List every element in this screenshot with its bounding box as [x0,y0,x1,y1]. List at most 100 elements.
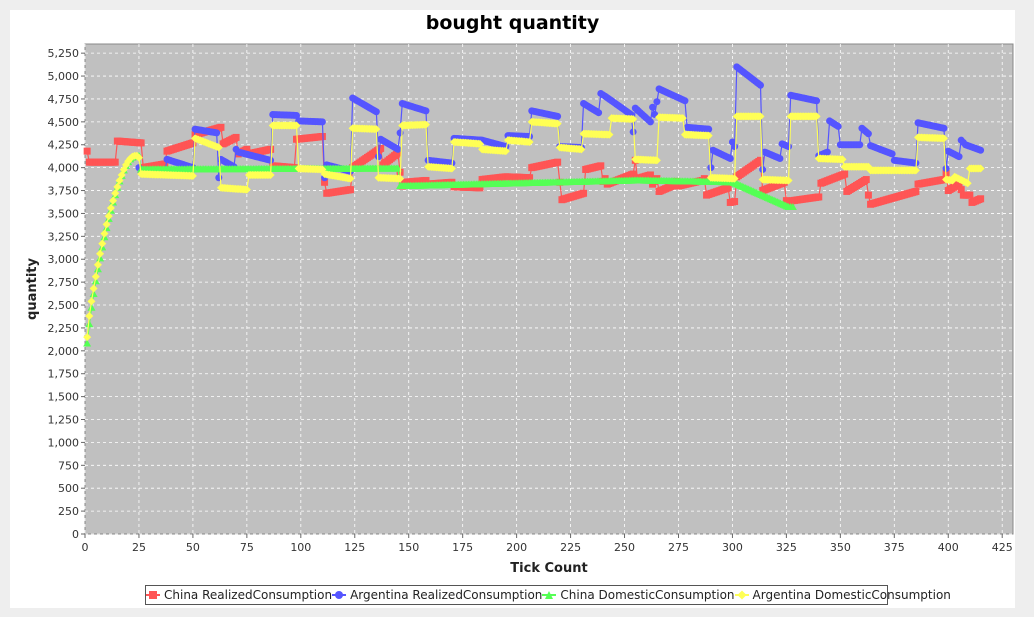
y-tick-label: 500 [58,482,79,495]
y-tick-label: 2,500 [48,299,80,312]
legend-item: Argentina DomesticConsumption [734,588,951,602]
series-point [372,108,380,116]
series-point [104,212,113,221]
series-point [856,141,864,149]
series-point [730,174,739,183]
series-point [784,176,793,185]
series-point [756,112,765,121]
legend-label: China DomesticConsumption [560,588,735,602]
y-tick-label: 2,000 [48,345,80,358]
series-point [91,277,100,285]
series-3 [83,112,985,342]
series-point [93,265,102,273]
y-tick-label: 750 [58,459,79,472]
series-point [421,120,430,129]
series-point [812,112,821,121]
series-point [756,81,764,89]
x-tick-label: 225 [560,541,581,554]
series-point [242,185,251,194]
series-point [977,146,985,154]
series-point [704,131,713,140]
y-tick-label: 4,750 [48,93,80,106]
series-point [96,249,105,258]
series-point [646,171,654,179]
y-tick-label: 3,000 [48,253,80,266]
series-point [963,179,972,188]
series-point [161,160,169,168]
series-point [396,174,405,183]
series-point [649,103,657,111]
series-point [501,147,510,156]
series-point [957,186,965,194]
y-tick-label: 3,250 [48,230,80,243]
series-point [724,184,732,192]
series-point [605,130,614,139]
series-point [976,164,985,173]
legend-label: Argentina DomesticConsumption [752,588,951,602]
series-point [977,195,985,203]
x-tick-label: 25 [132,541,146,554]
series-point [267,156,275,164]
series-point [189,139,197,147]
series-point [111,158,119,166]
series-point [955,180,963,188]
series-point [89,284,98,293]
series-point [83,339,92,347]
series-point [134,153,143,162]
series-point [911,166,920,175]
series-point [554,112,562,120]
x-tick-label: 425 [992,541,1013,554]
series-point [394,145,402,153]
y-tick-label: 4,000 [48,162,80,175]
series-point [841,170,849,178]
y-tick-label: 1,000 [48,436,80,449]
y-tick-label: 4,250 [48,139,80,152]
series-point [346,186,354,194]
chart-legend: China RealizedConsumption Argentina Reali… [145,585,951,605]
series-point [864,130,872,138]
y-tick-label: 1,500 [48,391,80,404]
series-point [318,118,326,126]
series-point [731,143,739,151]
legend-item: Argentina RealizedConsumption [332,588,542,602]
legend-swatch [146,590,160,600]
series-point [577,145,586,154]
series-point [700,175,708,183]
x-tick-label: 375 [884,541,905,554]
legend-swatch [332,590,347,600]
series-point [731,198,739,206]
series-point [346,174,355,183]
series-point [83,333,92,342]
x-tick-label: 75 [240,541,254,554]
series-point [629,115,638,124]
series-point [476,184,484,192]
series-point [756,156,764,164]
series-point [554,158,562,166]
series-point [377,144,385,152]
x-tick-label: 325 [776,541,797,554]
legend-item: China DomesticConsumption [542,588,735,602]
series-point [266,170,275,179]
series-point [113,182,122,191]
series-layer [83,63,985,347]
y-tick-label: 1,250 [48,414,80,427]
series-point [955,153,963,161]
x-tick-label: 50 [186,541,200,554]
series-point [375,153,383,161]
x-tick-label: 275 [668,541,689,554]
y-tick-label: 250 [58,505,79,518]
series-point [96,254,105,262]
series-point [823,148,831,156]
series-point [109,196,118,205]
series-point [232,133,240,141]
series-point [940,124,948,132]
x-tick-label: 175 [452,541,473,554]
series-point [394,149,402,157]
y-tick-label: 4,500 [48,116,80,129]
series-point [652,156,661,165]
y-tick-label: 3,500 [48,207,80,220]
series-point [100,229,109,238]
series-point [89,290,98,298]
y-tick-label: 3,750 [48,185,80,198]
series-point [102,220,111,229]
